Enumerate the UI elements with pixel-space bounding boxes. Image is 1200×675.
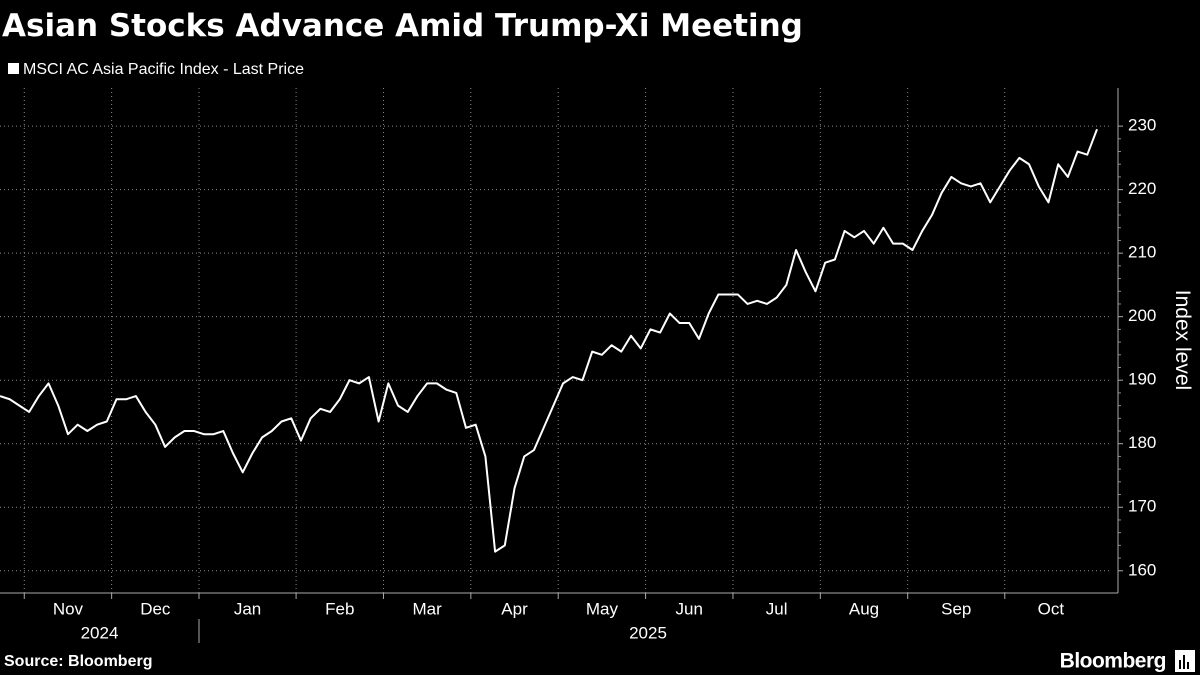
legend-swatch: [8, 63, 19, 74]
x-tick-label: Oct: [1038, 599, 1065, 618]
x-tick-label: Apr: [501, 599, 528, 618]
y-tick-label: 180: [1128, 433, 1156, 452]
brand-icon: [1175, 650, 1195, 672]
y-tick-label: 220: [1128, 179, 1156, 198]
source: Source: Bloomberg: [4, 653, 152, 670]
x-tick-label: Jun: [676, 599, 703, 618]
year-label: 2025: [629, 623, 667, 642]
legend-label: MSCI AC Asia Pacific Index - Last Price: [23, 61, 304, 78]
y-tick-label: 210: [1128, 243, 1156, 262]
x-tick-label: Feb: [325, 599, 354, 618]
x-tick-label: Nov: [53, 599, 84, 618]
x-tick-label: Aug: [849, 599, 879, 618]
year-label: 2024: [81, 623, 119, 642]
y-tick-label: 230: [1128, 116, 1156, 135]
line: [0, 128, 1098, 553]
y-tick-label: 200: [1128, 306, 1156, 325]
y-axis-title: Index level: [1171, 290, 1194, 390]
x-tick-label: May: [586, 599, 619, 618]
x-tick-label: Jul: [766, 599, 788, 618]
x-tick-label: Sep: [941, 599, 971, 618]
brand: Bloomberg: [1060, 650, 1166, 673]
x-tick-label: Jan: [234, 599, 261, 618]
y-tick-label: 160: [1128, 560, 1156, 579]
y-tick-label: 190: [1128, 370, 1156, 389]
y-tick-label: 170: [1128, 497, 1156, 516]
x-tick-label: Dec: [140, 599, 171, 618]
x-tick-label: Mar: [413, 599, 443, 618]
chart-title: Asian Stocks Advance Amid Trump-Xi Meeti…: [2, 8, 803, 44]
